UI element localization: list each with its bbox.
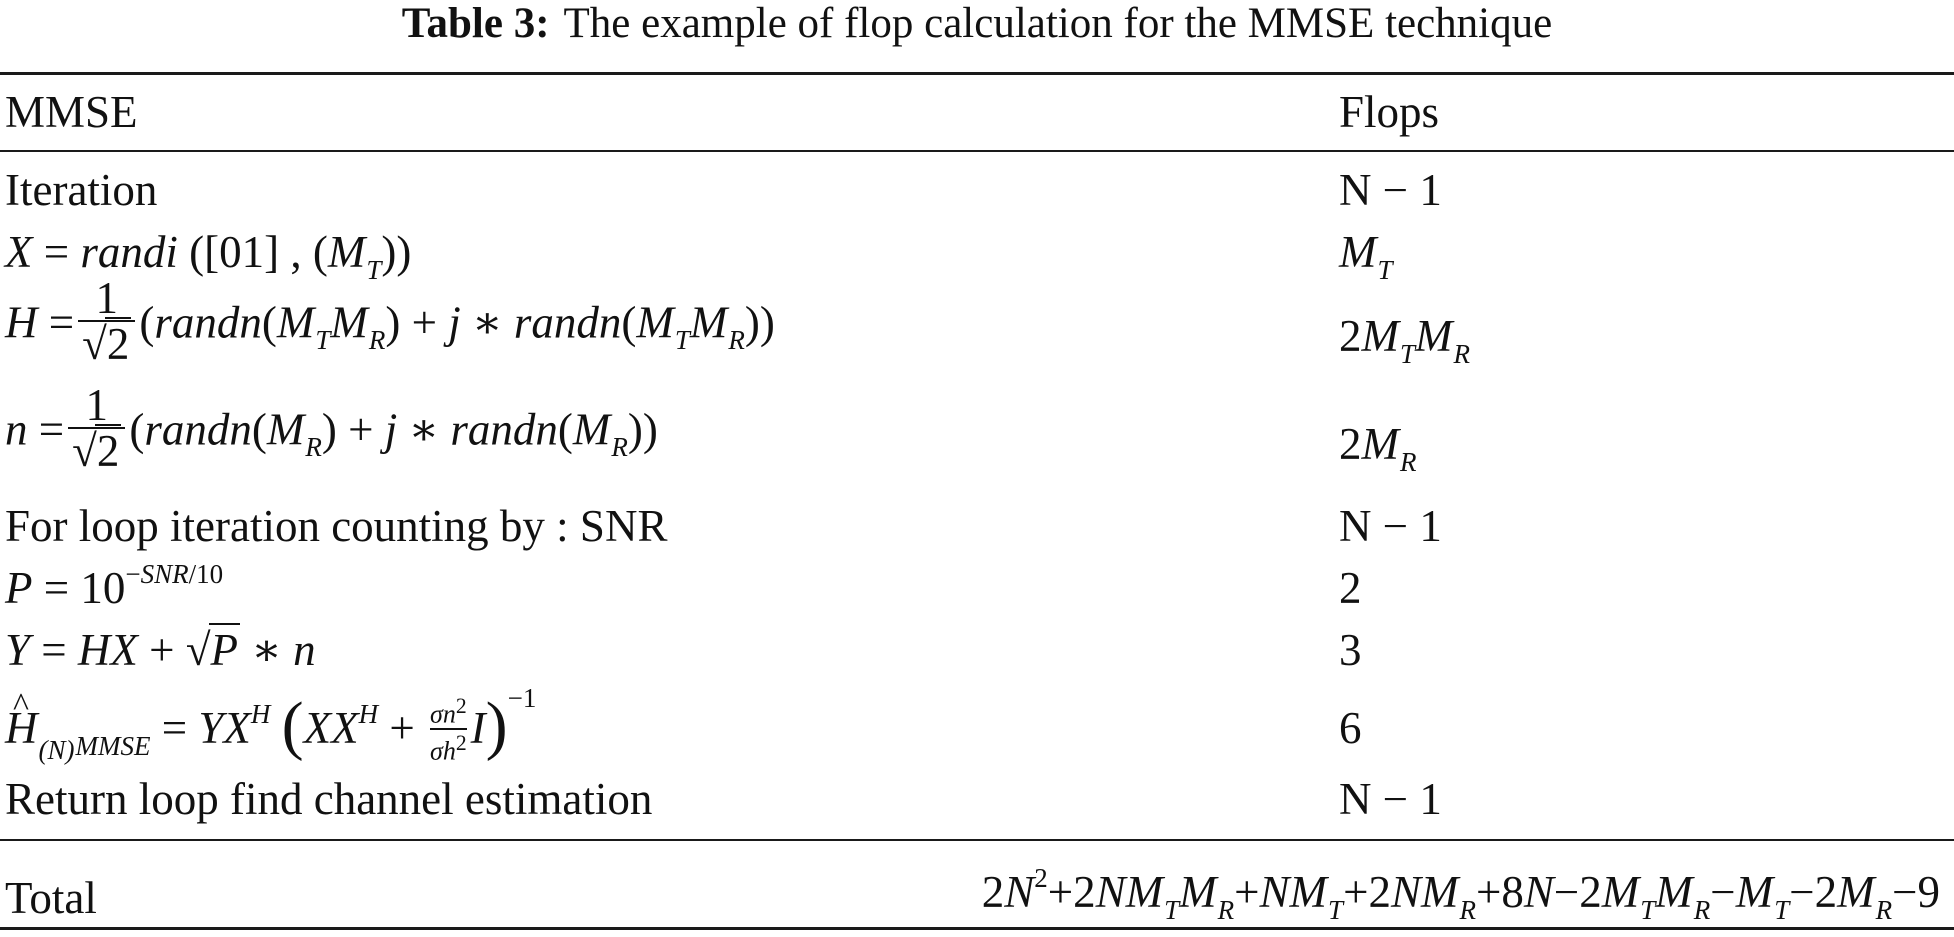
row-n-formula: n = 1 √2 (randn(MR) + j ∗ randn(MR)) [5,380,658,476]
row-h-formula: H = 1 √2 (randn(MTMR) + j ∗ randn(MTMR)) [5,273,775,369]
row-p-flops: 2 [1339,563,1362,613]
row-x-flops: MT [1339,227,1393,285]
top-rule [0,72,1954,75]
row-h-flops: 2MTMR [1339,311,1471,369]
header-flops: Flops [1339,87,1440,137]
row-hhat-flops: 6 [1339,703,1362,753]
row-x-formula: X = randi ([01] , (MT)) [5,227,412,285]
row-return-label: Return loop find channel estimation [5,774,653,824]
row-snr-loop-flops: N − 1 [1339,501,1442,551]
caption-text: The example of flop calculation for the … [563,0,1553,47]
row-y-flops: 3 [1339,625,1362,675]
bottom-rule [0,927,1954,930]
row-iteration-label: Iteration [5,165,158,215]
table-caption: Table 3: The example of flop calculation … [0,0,1954,56]
row-p-formula: P = 10−SNR/10 [5,559,224,613]
body-rule [0,839,1954,841]
header-mmse: MMSE [5,87,138,137]
row-iteration-flops: N − 1 [1339,165,1442,215]
row-return-flops: N − 1 [1339,774,1442,824]
row-snr-loop-label: For loop iteration counting by : SNR [5,501,668,551]
total-label: Total [5,873,97,923]
caption-label: Table 3: [401,0,550,47]
row-n-flops: 2MR [1339,419,1417,477]
header-rule [0,150,1954,152]
total-value: 2N2+2NMTMR+NMT+2NMR+8N−2MTMR−MT−2MR−9 [981,863,1940,925]
row-y-formula: Y = HX + √P ∗ n [5,623,316,675]
